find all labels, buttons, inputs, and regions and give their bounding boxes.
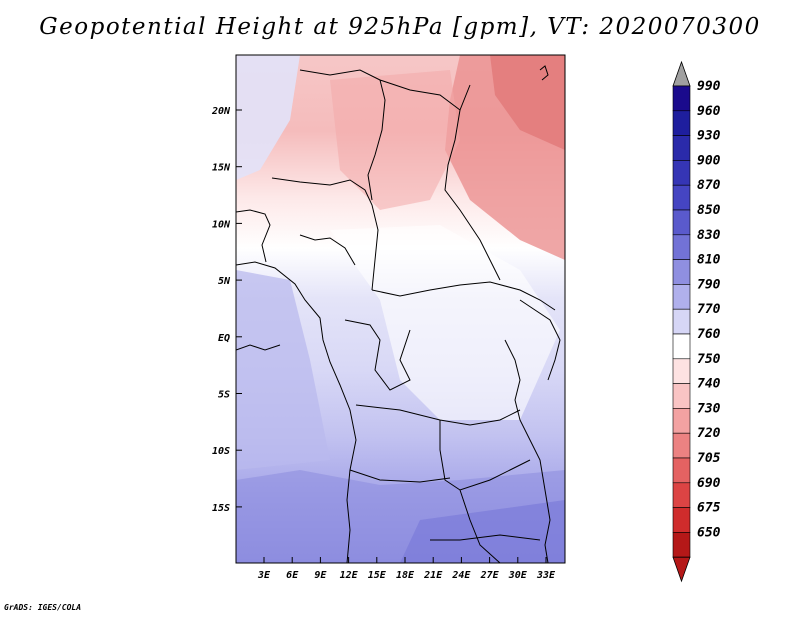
lat-tick-label: 15S	[212, 503, 230, 514]
colorbar-label: 850	[697, 203, 721, 218]
lat-tick-label: 20N	[211, 106, 231, 117]
colorbar-label: 705	[697, 451, 721, 466]
lat-tick-label: 5S	[218, 390, 230, 401]
lat-tick-label: 5N	[218, 276, 231, 287]
colorbar-label: 870	[697, 178, 721, 193]
colorbar-label: 690	[697, 476, 721, 491]
lon-tick-label: 18E	[396, 570, 415, 581]
lon-tick-label: 24E	[451, 570, 471, 581]
colorbar-segment	[672, 383, 691, 409]
colorbar-bottom-arrow	[672, 556, 691, 583]
colorbar-segment	[672, 507, 691, 533]
lon-tick-label: 21E	[423, 570, 443, 581]
latitude-axis: 20N 15N 10N 5N EQ 5S 10S 15S	[211, 106, 242, 514]
colorbar-segment	[672, 333, 691, 360]
colorbar-segment	[672, 85, 691, 112]
lat-tick-label: 15N	[212, 163, 231, 174]
lon-tick-label: 30E	[508, 570, 528, 581]
colorbar-label: 960	[697, 104, 721, 119]
lon-tick-label: 12E	[340, 570, 359, 581]
colorbar-label: 770	[697, 302, 721, 317]
colorbar-label: 900	[697, 153, 721, 168]
colorbar-segment	[672, 135, 691, 161]
height-field	[236, 55, 565, 563]
colorbar-label: 930	[697, 129, 721, 144]
colorbar-segment	[672, 532, 691, 558]
colorbar: 990 960 930 900 870 850 830 810 790 770 760 750 740 7…	[672, 60, 721, 583]
map-frame	[235, 54, 566, 564]
colorbar-top-arrow	[672, 60, 691, 87]
lon-tick-label: 3E	[257, 570, 271, 581]
chart-title: Geopotential Height at 925hPa [gpm], VT:…	[39, 14, 761, 40]
colorbar-segment	[672, 308, 691, 335]
colorbar-segment	[672, 432, 691, 459]
lon-tick-label: 6E	[286, 570, 299, 581]
colorbar-label: 750	[697, 352, 721, 367]
colorbar-segment	[672, 284, 691, 310]
colorbar-label: 650	[697, 525, 721, 540]
colorbar-segment	[672, 110, 691, 136]
colorbar-label: 760	[697, 327, 721, 342]
colorbar-label: 990	[697, 79, 721, 94]
colorbar-label: 790	[697, 277, 721, 292]
lon-tick-label: 33E	[536, 570, 556, 581]
colorbar-segment	[672, 358, 691, 384]
colorbar-segment	[672, 259, 691, 285]
colorbar-label: 675	[697, 501, 721, 516]
colorbar-segment	[672, 457, 691, 484]
longitude-axis: 3E 6E 9E 12E 15E 18E 21E 24E 27E 30E 33E	[257, 557, 556, 581]
lon-tick-label: 15E	[368, 570, 387, 581]
lon-tick-label: 9E	[314, 570, 327, 581]
colorbar-segment	[672, 234, 691, 260]
lat-tick-label: 10N	[212, 219, 231, 230]
colorbar-label: 730	[697, 401, 721, 416]
lat-tick-label: EQ	[218, 333, 230, 344]
colorbar-segment	[672, 482, 691, 508]
colorbar-segment	[672, 209, 691, 236]
grads-credit: GrADS: IGES/COLA	[4, 603, 82, 612]
lon-tick-label: 27E	[480, 570, 500, 581]
colorbar-segment	[672, 184, 691, 211]
colorbar-segment	[672, 160, 691, 186]
colorbar-label: 720	[697, 426, 721, 441]
colorbar-segment	[672, 408, 691, 434]
colorbar-label: 830	[697, 228, 721, 243]
country-borders	[236, 65, 561, 563]
colorbar-label: 740	[697, 377, 721, 392]
lat-tick-label: 10S	[212, 446, 230, 457]
colorbar-label: 810	[697, 253, 721, 268]
